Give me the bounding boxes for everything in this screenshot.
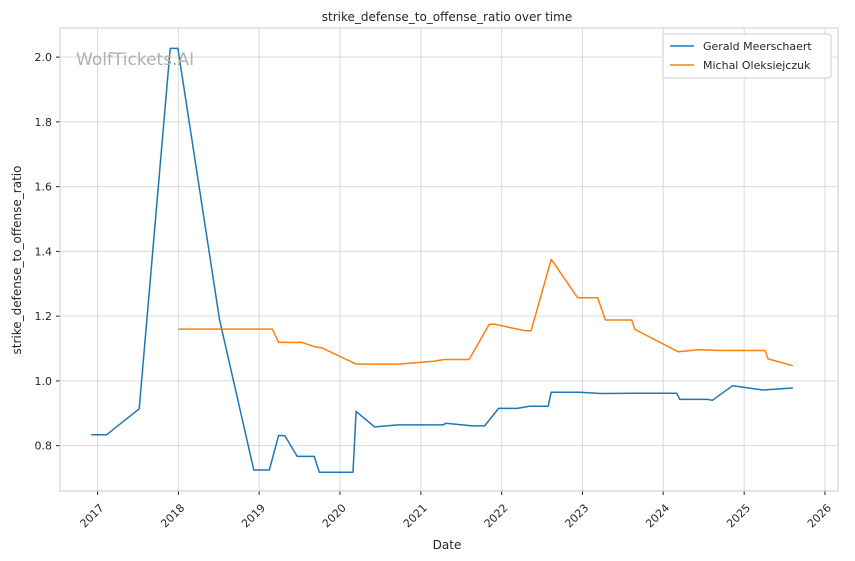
y-tick-label: 1.2 <box>35 310 53 323</box>
y-axis-label: strike_defense_to_offense_ratio <box>10 166 24 355</box>
y-tick-label: 1.0 <box>35 375 53 388</box>
x-tick-label: 2024 <box>643 501 672 530</box>
y-tick-label: 1.8 <box>35 116 53 129</box>
x-tick-label: 2025 <box>724 501 753 530</box>
x-tick-label: 2021 <box>401 501 430 530</box>
series-line-1 <box>91 47 793 473</box>
x-tick-label: 2017 <box>78 501 107 530</box>
series-line-2 <box>178 258 794 367</box>
legend-entry: Michal Oleksiejczuk <box>703 59 811 72</box>
chart-title: strike_defense_to_offense_ratio over tim… <box>322 10 572 24</box>
y-tick-label: 1.4 <box>35 245 53 258</box>
grid <box>60 28 838 491</box>
x-tick-label: 2022 <box>482 501 511 530</box>
y-tick-label: 0.8 <box>35 440 53 453</box>
x-tick-label: 2026 <box>805 501 834 530</box>
y-tick-label: 2.0 <box>35 51 53 64</box>
watermark-text: WolfTickets.AI <box>76 50 194 70</box>
legend-entry: Gerald Meerschaert <box>703 40 812 53</box>
series-layer <box>91 47 794 473</box>
legend: Gerald Meerschaert Michal Oleksiejczuk <box>662 33 832 79</box>
y-tick-label: 1.6 <box>35 181 53 194</box>
axes: 2017 2018 2019 2020 2021 2022 2023 2024 2025 2026… <box>35 27 839 530</box>
x-axis-label: Date <box>433 538 462 552</box>
x-tick-label: 2023 <box>562 501 591 530</box>
plot-frame <box>59 27 839 492</box>
x-tick-label: 2019 <box>239 501 268 530</box>
legend-box <box>662 33 832 79</box>
x-tick-label: 2018 <box>158 501 187 530</box>
x-tick-label: 2020 <box>320 501 349 530</box>
